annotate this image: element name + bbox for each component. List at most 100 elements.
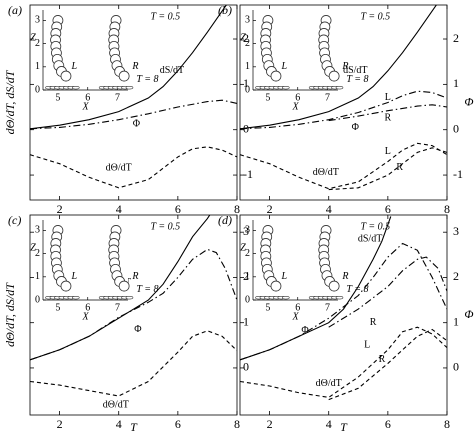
y-tick-label: 3 bbox=[453, 224, 459, 238]
annotation: R bbox=[396, 162, 403, 173]
x-tick-label: 6 bbox=[385, 202, 391, 216]
inset-x-tick-label: 6 bbox=[85, 302, 90, 313]
y-tick-label: 2 bbox=[453, 269, 459, 283]
x-tick-label: 4 bbox=[326, 202, 332, 216]
y-tick-label: 2 bbox=[243, 269, 249, 283]
y-tick-label: 1 bbox=[453, 314, 459, 328]
inset-annotation: T = 0.5 bbox=[360, 11, 390, 22]
inset-annotation: L bbox=[281, 61, 288, 72]
curve bbox=[328, 256, 447, 328]
inset-y-tick-label: 0 bbox=[35, 84, 40, 95]
inset-y-tick-label: 1 bbox=[245, 61, 250, 72]
inset-annotation: T = 0.5 bbox=[150, 11, 180, 22]
curve bbox=[240, 90, 447, 130]
inset-annotation: T = 8 bbox=[346, 284, 368, 295]
inset-annotation: R bbox=[131, 61, 138, 72]
inset-x-tick-label: 5 bbox=[265, 92, 270, 103]
inset-x-label: X bbox=[291, 311, 299, 322]
inset-y-label: Z bbox=[240, 242, 246, 253]
curve bbox=[328, 104, 447, 122]
inset-x-label: X bbox=[81, 101, 89, 112]
y-tick-label: 2 bbox=[453, 31, 459, 45]
inset-y-tick-label: 3 bbox=[35, 225, 40, 236]
bead bbox=[60, 280, 72, 292]
annotation: dΘ/dT bbox=[103, 399, 129, 410]
x-tick-label: 2 bbox=[57, 202, 63, 216]
annotation: Φ bbox=[134, 324, 141, 335]
inset-y-tick-label: 2 bbox=[245, 38, 250, 49]
bead bbox=[328, 280, 340, 292]
annotation: L bbox=[385, 92, 391, 103]
inset-y-tick-label: 3 bbox=[245, 15, 250, 26]
y-tick-label: 0 bbox=[453, 121, 459, 135]
plot-frame bbox=[29, 4, 238, 201]
inset-y-tick-label: 0 bbox=[245, 84, 250, 95]
flat-bead bbox=[335, 85, 344, 90]
panel-label: (a) bbox=[8, 3, 22, 17]
curve bbox=[240, 216, 392, 361]
y-tick-label: 3 bbox=[243, 224, 249, 238]
annotation: dΘ/dT bbox=[316, 378, 342, 389]
x-axis-label: T bbox=[130, 420, 138, 434]
inset-x-tick-label: 7 bbox=[325, 302, 330, 313]
inset-annotation: L bbox=[71, 61, 78, 72]
panel-label: (d) bbox=[218, 213, 232, 227]
annotation: dS/dT bbox=[160, 65, 184, 76]
inset-y-tick-label: 1 bbox=[35, 61, 40, 72]
flat-bead bbox=[282, 85, 290, 90]
inset-annotation: R bbox=[341, 271, 348, 282]
inset-annotation: L bbox=[281, 271, 288, 282]
x-tick-label: 2 bbox=[267, 417, 273, 431]
plot-frame bbox=[239, 4, 448, 201]
y-tick-label: 1 bbox=[243, 314, 249, 328]
inset-y-tick-label: 1 bbox=[35, 271, 40, 282]
y-tick-label: -1 bbox=[453, 167, 463, 181]
curve bbox=[30, 146, 237, 189]
inset-annotation: T = 8 bbox=[346, 74, 368, 85]
inset-annotation: T = 8 bbox=[136, 284, 158, 295]
inset-y-tick-label: 0 bbox=[35, 294, 40, 305]
x-axis-label: T bbox=[340, 420, 348, 434]
curve bbox=[30, 330, 237, 397]
bead bbox=[118, 280, 130, 292]
flat-bead bbox=[125, 295, 134, 300]
inset-annotation: T = 8 bbox=[136, 74, 158, 85]
annotation: Φ bbox=[301, 325, 308, 336]
inset-y-tick-label: 1 bbox=[245, 271, 250, 282]
plot-frame bbox=[239, 214, 448, 416]
bead bbox=[270, 70, 282, 82]
inset-y-tick-label: 2 bbox=[35, 248, 40, 259]
x-tick-label: 2 bbox=[57, 417, 63, 431]
inset-y-tick-label: 0 bbox=[245, 294, 250, 305]
annotation: dS/dT bbox=[343, 65, 367, 76]
x-tick-label: 8 bbox=[444, 202, 450, 216]
annotation: dS/dT bbox=[358, 233, 382, 244]
curve bbox=[240, 326, 447, 398]
flat-bead bbox=[72, 295, 80, 300]
x-tick-label: 6 bbox=[175, 417, 181, 431]
y-tick-label: 1 bbox=[453, 76, 459, 90]
y-tick-label: 0 bbox=[453, 360, 459, 374]
flat-bead bbox=[125, 85, 134, 90]
flat-bead bbox=[72, 85, 80, 90]
annotation: L bbox=[364, 340, 370, 351]
curve bbox=[30, 248, 237, 361]
y-axis-label: dΘ/dT, dS/dT bbox=[3, 282, 17, 347]
inset-x-tick-label: 7 bbox=[115, 92, 120, 103]
annotation: R bbox=[385, 113, 392, 124]
flat-bead bbox=[335, 295, 344, 300]
annotation: Φ bbox=[352, 122, 359, 133]
inset-y-tick-label: 3 bbox=[245, 225, 250, 236]
annotation: Φ bbox=[133, 119, 140, 130]
x-tick-label: 8 bbox=[234, 202, 240, 216]
flat-bead bbox=[282, 295, 290, 300]
curve bbox=[30, 99, 237, 130]
inset-y-label: Z bbox=[30, 242, 36, 253]
